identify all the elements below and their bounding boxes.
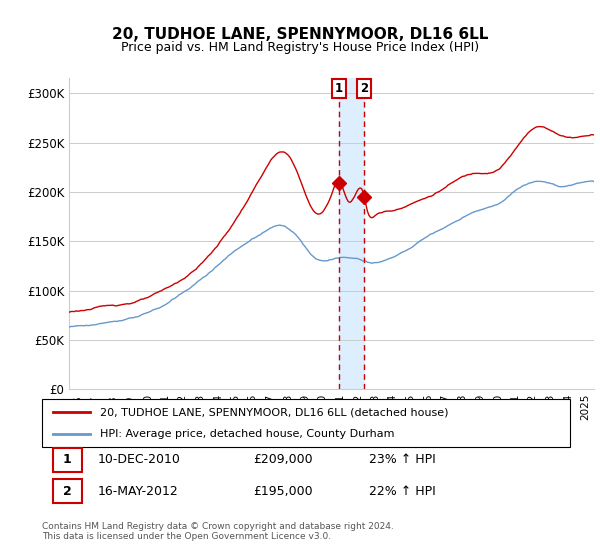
- Text: £195,000: £195,000: [253, 484, 313, 498]
- FancyBboxPatch shape: [53, 479, 82, 503]
- Text: HPI: Average price, detached house, County Durham: HPI: Average price, detached house, Coun…: [100, 429, 395, 439]
- Text: 22% ↑ HPI: 22% ↑ HPI: [370, 484, 436, 498]
- Bar: [339, 78, 364, 389]
- Text: 10-DEC-2010: 10-DEC-2010: [97, 453, 181, 466]
- Text: 2: 2: [360, 82, 368, 95]
- Text: 20, TUDHOE LANE, SPENNYMOOR, DL16 6LL (detached house): 20, TUDHOE LANE, SPENNYMOOR, DL16 6LL (d…: [100, 407, 449, 417]
- Text: 23% ↑ HPI: 23% ↑ HPI: [370, 453, 436, 466]
- Text: 1: 1: [335, 82, 343, 95]
- Text: 16-MAY-2012: 16-MAY-2012: [97, 484, 178, 498]
- Text: £209,000: £209,000: [253, 453, 313, 466]
- Text: 2: 2: [63, 484, 71, 498]
- FancyBboxPatch shape: [53, 447, 82, 472]
- Text: Price paid vs. HM Land Registry's House Price Index (HPI): Price paid vs. HM Land Registry's House …: [121, 40, 479, 54]
- Text: Contains HM Land Registry data © Crown copyright and database right 2024.
This d: Contains HM Land Registry data © Crown c…: [42, 522, 394, 542]
- FancyBboxPatch shape: [42, 399, 570, 447]
- Text: 1: 1: [63, 453, 71, 466]
- Text: 20, TUDHOE LANE, SPENNYMOOR, DL16 6LL: 20, TUDHOE LANE, SPENNYMOOR, DL16 6LL: [112, 27, 488, 42]
